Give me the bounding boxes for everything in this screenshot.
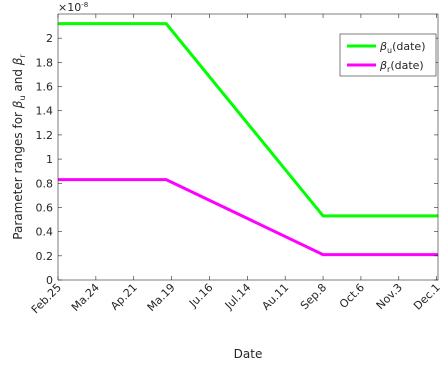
y-axis-title-prefix: Parameter ranges for xyxy=(11,108,25,240)
x-tick-label: Oct.6 xyxy=(337,281,367,311)
y-axis-title-beta-r: β xyxy=(11,57,25,66)
y-tick-label: 0.4 xyxy=(36,226,54,239)
y-tick-label: 0.8 xyxy=(36,177,54,190)
y-axis-ticks: 0 0.2 0.4 0.6 0.8 1 1.2 1.4 1.6 1.8 2 xyxy=(36,32,438,287)
series-layer xyxy=(58,22,438,257)
legend-label-u: βu(date) xyxy=(379,40,426,55)
y-tick-label: 0 xyxy=(46,274,53,287)
y-tick-label: 1.4 xyxy=(36,105,54,118)
x-tick-label: Ma.24 xyxy=(69,281,102,314)
y-exponent-base: ×10 xyxy=(58,1,81,14)
x-tick-label: Ju.16 xyxy=(186,281,215,310)
x-tick-label: Nov.3 xyxy=(374,281,405,312)
legend: βu(date) βr(date) xyxy=(339,33,437,77)
series-line-u xyxy=(58,22,438,218)
axes-box xyxy=(57,13,439,281)
y-exponent-label: ×10-8 xyxy=(58,1,88,14)
x-axis-title: Date xyxy=(234,347,263,361)
x-tick-label: Jul.14 xyxy=(222,281,254,313)
y-tick-label: 1 xyxy=(46,153,53,166)
x-tick-label: Ap.21 xyxy=(108,281,140,313)
y-exponent-power: -8 xyxy=(81,1,88,9)
x-tick-label: Sep.8 xyxy=(298,281,329,312)
legend-box xyxy=(339,33,437,77)
y-tick-label: 2 xyxy=(46,32,53,45)
y-tick-label: 1.8 xyxy=(36,56,54,69)
x-tick-label: Dec.1 xyxy=(411,281,441,313)
axes-layer xyxy=(57,13,439,281)
y-tick-label: 1.2 xyxy=(36,129,54,142)
series-line-r xyxy=(58,178,438,257)
y-axis-title: Parameter ranges for βu and βr xyxy=(11,54,27,240)
y-tick-label: 0.2 xyxy=(36,250,54,263)
x-tick-label: Au.11 xyxy=(259,281,291,313)
y-tick-label: 1.6 xyxy=(36,81,54,94)
legend-label-r: βr(date) xyxy=(379,59,424,74)
y-tick-label: 0.6 xyxy=(36,201,54,214)
y-axis-title-and: and xyxy=(11,65,25,95)
y-axis-title-sub-u: u xyxy=(18,95,27,100)
y-axis-title-sub-r: r xyxy=(18,54,27,58)
y-axis-title-beta-u: β xyxy=(11,100,25,109)
x-tick-label: Ma.19 xyxy=(145,281,178,314)
